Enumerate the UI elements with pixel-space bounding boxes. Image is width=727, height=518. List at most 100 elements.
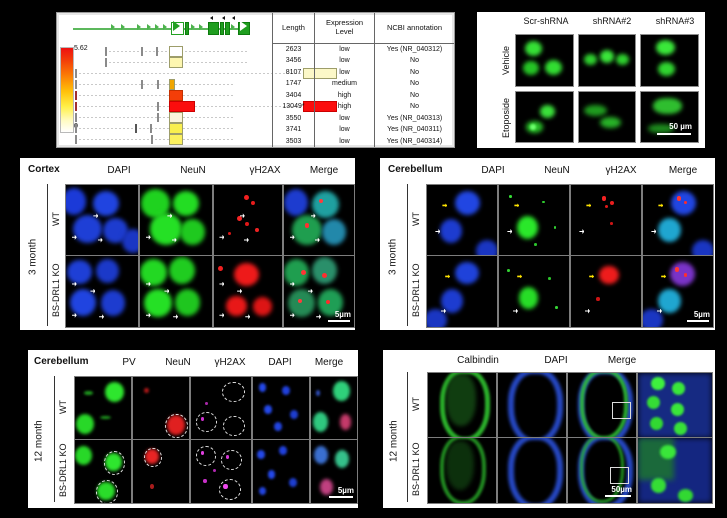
row-label-etoposide: Etoposide (501, 97, 511, 138)
micrograph-merge-ko: 5µm (642, 255, 714, 328)
comet-image (577, 90, 637, 143)
column-header-shrna3: shRNA#3 (655, 16, 695, 26)
strand-chevron-icon (191, 24, 195, 30)
micrograph-inset-ko (637, 437, 713, 504)
panel-title-cerebellum: Cerebellum (388, 164, 443, 175)
micrograph-pv-wt (74, 376, 132, 441)
cell-expression: high (337, 103, 352, 111)
row-label-bs-drl1-ko: BS-DRL1 KO (411, 263, 421, 318)
row-label-wt: WT (411, 212, 421, 227)
column-header-dapi: DAPI (544, 355, 568, 366)
cortex-immunofluorescence-panel: Cortex DAPI NeuN γH2AX Merge 3 month WT … (20, 158, 355, 330)
cell-length: 3456 (285, 57, 302, 65)
strand-chevron-icon (231, 24, 235, 30)
column-expression-level: Expression Level low low low medium high… (315, 13, 375, 147)
micrograph-dapi-ko (252, 439, 310, 504)
column-header-pv: PV (122, 357, 136, 368)
comet-image (577, 34, 637, 87)
micrograph-dapi-wt (65, 184, 139, 257)
scale-bar-label: 5µm (334, 310, 351, 319)
column-length: Length 2623 3456 8107 1747 3404 13049* 3… (273, 13, 315, 147)
transcript-row (75, 112, 297, 123)
shrna-comet-panel: Scr-shRNA shRNA#2 shRNA#3 Vehicle Etopos… (477, 12, 705, 148)
micrograph-merge-wt (283, 184, 355, 257)
micrograph-neun-ko (139, 255, 213, 328)
gene-model-track (67, 15, 250, 43)
cell-expression: low (339, 114, 350, 122)
micrograph-dapi-ko (497, 437, 567, 504)
comet-image-grid: 50 µm (515, 34, 699, 143)
row-label-bs-drl1-ko: BS-DRL1 KO (411, 442, 421, 497)
column-header-scr-shrna: Scr-shRNA (523, 16, 569, 26)
cell-expression: low (339, 126, 350, 134)
cell-expression: low (339, 45, 350, 53)
strand-chevron-icon (163, 24, 167, 30)
scale-bar-label: 50 µm (669, 122, 692, 131)
micrograph-calbindin-ko (427, 437, 497, 504)
micrograph-neun-wt (498, 184, 570, 257)
column-header-gh2ax: γH2AX (249, 165, 281, 176)
row-label-vehicle: Vehicle (501, 45, 511, 76)
cell-length: 3404 (285, 91, 302, 99)
header-length: Length (273, 13, 314, 44)
row-label-wt: WT (411, 397, 421, 412)
calbindin-panel: Calbindin DAPI Merge 12 month WT BS-DRL1… (383, 350, 715, 508)
micrograph-gh2ax-wt (190, 376, 252, 441)
row-label-bs-drl1-ko: BS-DRL1 KO (58, 443, 68, 498)
comet-image (515, 90, 574, 143)
scale-bar-label: 50µm (611, 485, 632, 494)
micrograph-merge-ko: 5µm (283, 255, 355, 328)
transcript-row (75, 90, 297, 101)
age-label-3-month: 3 month (27, 238, 39, 276)
transcript-expression-panel: 5.62 0 (56, 12, 455, 148)
scale-bar-label: 5µm (337, 486, 354, 495)
micrograph-neun-wt (132, 376, 190, 441)
cell-length: 1747 (285, 80, 302, 88)
reverse-chevron-icon (210, 16, 213, 20)
cell-ncbi: Yes (NR_040314) (386, 137, 443, 145)
micrograph-neun-ko (498, 255, 570, 328)
micrograph-dapi-ko (426, 255, 498, 328)
transcript-row (75, 134, 297, 145)
micrograph-gh2ax-wt (213, 184, 283, 257)
micrograph-gh2ax-ko (190, 439, 252, 504)
row-label-wt: WT (58, 400, 68, 415)
transcript-table: Length 2623 3456 8107 1747 3404 13049* 3… (272, 13, 454, 147)
cell-ncbi: No (410, 103, 419, 111)
scale-bar-label: 5µm (693, 310, 710, 319)
scale-bar (329, 496, 353, 498)
transcript-row (105, 46, 297, 57)
inset-roi-box (610, 466, 630, 484)
micrograph-dapi-wt (426, 184, 498, 257)
cerebellum-3month-panel: Cerebellum DAPI NeuN γH2AX Merge 3 month… (380, 158, 715, 330)
strand-chevron-icon (199, 24, 203, 30)
scale-bar (687, 320, 709, 322)
exon-box (225, 22, 230, 35)
strand-chevron-icon (147, 24, 151, 30)
micrograph-inset-wt (637, 372, 713, 439)
expression-heat-legend (60, 47, 74, 133)
micrograph-gh2ax-ko (570, 255, 642, 328)
comet-image (640, 34, 699, 87)
micrograph-merge-ko: 50µm (567, 437, 637, 504)
column-header-merge: Merge (309, 165, 339, 176)
transcript-row (75, 79, 297, 90)
header-ncbi-annotation: NCBI annotation (375, 13, 454, 44)
cell-length: 8107 (285, 68, 302, 76)
column-header-calbindin: Calbindin (457, 355, 499, 366)
cell-expression: medium (332, 80, 357, 88)
cell-ncbi: Yes (NR_040312) (386, 45, 443, 53)
column-header-gh2ax: γH2AX (214, 357, 246, 368)
cell-length: 3503 (285, 137, 302, 145)
cell-length: 3741 (285, 126, 302, 134)
reverse-chevron-icon (232, 16, 235, 20)
strand-chevron-icon (121, 24, 125, 30)
cell-length: 13049* (282, 103, 305, 111)
row-label-bs-drl1-ko: BS-DRL1 KO (51, 263, 61, 318)
scale-bar (605, 495, 631, 497)
micrograph-neun-ko (132, 439, 190, 504)
cell-expression: high (337, 91, 352, 99)
inset-roi-box (611, 401, 631, 419)
exon-box (185, 22, 189, 35)
age-label-3-month: 3 month (387, 238, 399, 276)
